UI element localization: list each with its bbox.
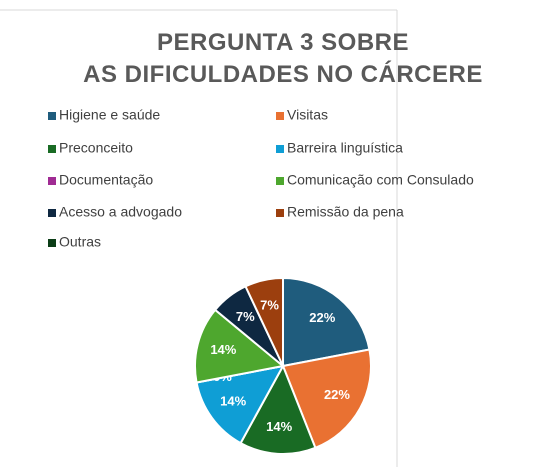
legend-label: Visitas xyxy=(287,107,328,123)
data-label: 7% xyxy=(236,309,255,324)
data-label: 22% xyxy=(309,310,335,325)
pie-slice xyxy=(281,348,372,450)
data-label: 7% xyxy=(260,297,279,312)
pie-slice xyxy=(195,364,285,445)
legend-swatch xyxy=(48,209,56,217)
legend-label: Preconceito xyxy=(59,140,133,156)
legend-swatch xyxy=(48,145,56,153)
pie-slice xyxy=(282,276,371,368)
data-label: 14% xyxy=(266,419,292,434)
chart-title: PERGUNTA 3 SOBRE AS DIFICULDADES NO CÁRCE… xyxy=(83,29,483,88)
legend-swatch xyxy=(48,177,56,185)
legend-swatch xyxy=(276,177,284,185)
legend-label: Comunicação com Consulado xyxy=(287,172,474,188)
legend-swatch xyxy=(48,112,56,120)
legend-swatch xyxy=(276,209,284,217)
chart-title-text: PERGUNTA 3 SOBRE AS DIFICULDADES NO CÁRCE… xyxy=(83,29,483,88)
legend-swatch xyxy=(276,145,284,153)
pie-slice xyxy=(194,308,286,384)
pie-slice xyxy=(239,363,317,455)
legend-label: Remissão da pena xyxy=(287,204,404,220)
data-label: 22% xyxy=(324,387,350,402)
legend-swatch xyxy=(48,239,56,247)
legend-label: Acesso a advogado xyxy=(59,204,182,220)
legend-label: Outras xyxy=(59,234,101,250)
legend-label: Higiene e saúde xyxy=(59,107,160,123)
legend-label: Documentação xyxy=(59,172,153,188)
data-label: 14% xyxy=(210,342,236,357)
legend-swatch xyxy=(276,112,284,120)
legend-label: Barreira linguística xyxy=(287,140,403,156)
data-label: 14% xyxy=(220,394,246,409)
